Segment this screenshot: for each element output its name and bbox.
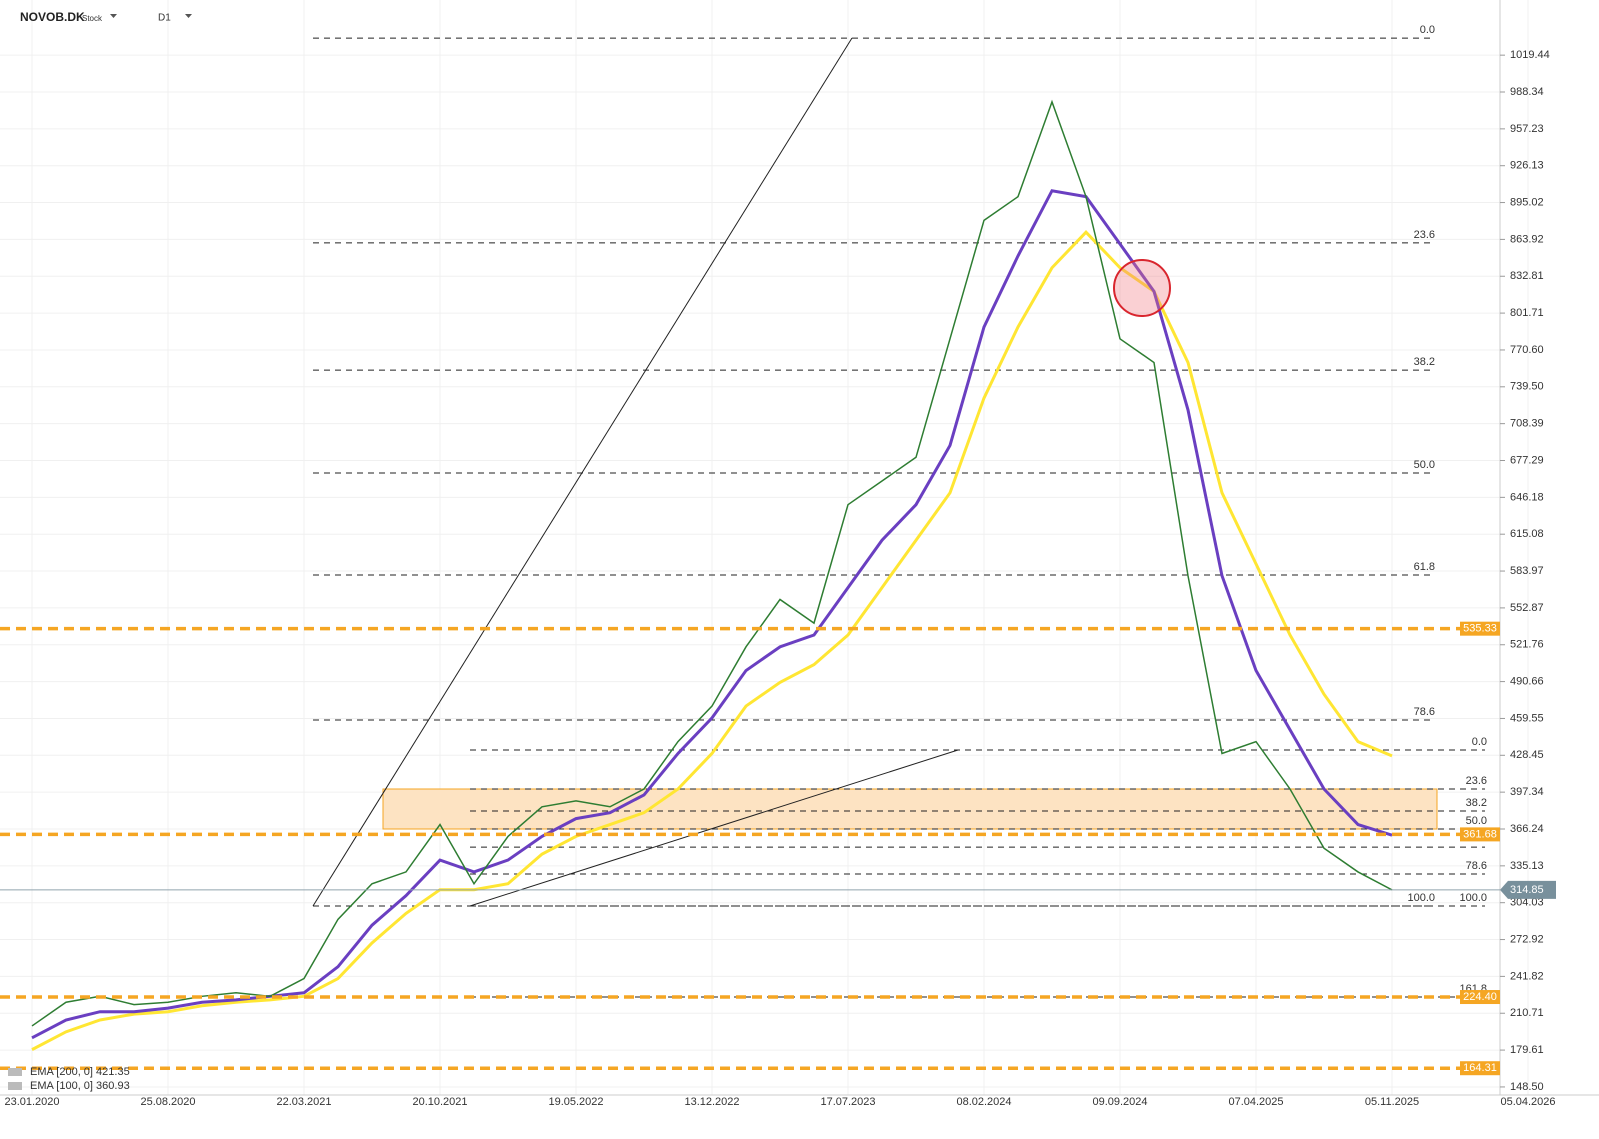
fib-label: 50.0	[1466, 815, 1487, 827]
timeframe[interactable]: D1	[158, 13, 171, 24]
legend-label: EMA [200, 0] 421.35	[30, 1066, 130, 1078]
y-tick-label: 521.76	[1510, 639, 1544, 651]
y-tick-label: 366.24	[1510, 823, 1544, 835]
zone	[382, 788, 1438, 830]
y-tick-label: 490.66	[1510, 676, 1544, 688]
dropdown[interactable]	[110, 14, 117, 18]
fib-label: 23.6	[1466, 775, 1487, 787]
y-tick-label: 304.03	[1510, 897, 1544, 909]
y-tick-label: 926.13	[1510, 160, 1544, 172]
fib-label: 61.8	[1414, 561, 1435, 573]
fib-label: 0.0	[1420, 24, 1435, 36]
level-tag	[1460, 1061, 1500, 1076]
fib-label: 23.6	[1414, 229, 1435, 241]
y-tick-label: 210.71	[1510, 1007, 1544, 1019]
y-tick-label: 428.45	[1510, 749, 1544, 761]
fib-label: 78.6	[1466, 860, 1487, 872]
last-price-label: 314.85	[1510, 884, 1544, 896]
y-tick-label: 770.60	[1510, 344, 1544, 356]
level-label: 361.68	[1463, 828, 1497, 840]
y-tick-label: 552.87	[1510, 602, 1544, 614]
legend-label: EMA [100, 0] 360.93	[30, 1080, 130, 1092]
x-tick-label: 19.05.2022	[548, 1096, 603, 1108]
kind: Stock	[82, 14, 103, 23]
fib-label: 100.0	[1407, 892, 1435, 904]
y-tick-label: 708.39	[1510, 418, 1544, 430]
y-tick-label: 272.92	[1510, 933, 1544, 945]
y-tick-label: 148.50	[1510, 1081, 1544, 1093]
x-tick-label: 25.08.2020	[140, 1096, 195, 1108]
trend-line	[312, 37, 853, 907]
y-tick-label: 179.61	[1510, 1044, 1544, 1056]
highlight	[1113, 259, 1171, 317]
x-tick-label: 22.03.2021	[276, 1096, 331, 1108]
fib-label: 0.0	[1472, 736, 1487, 748]
fib-label: 38.2	[1414, 356, 1435, 368]
y-tick-label: 646.18	[1510, 491, 1544, 503]
x-tick-label: 17.07.2023	[820, 1096, 875, 1108]
grid	[0, 0, 1529, 1095]
y-tick-label: 677.29	[1510, 454, 1544, 466]
fib-label: 38.2	[1466, 797, 1487, 809]
x-tick-label: 23.01.2020	[4, 1096, 59, 1108]
y-tick-label: 739.50	[1510, 381, 1544, 393]
y-tick-label: 957.23	[1510, 123, 1544, 135]
y-tick-label: 335.13	[1510, 860, 1544, 872]
level-tag	[1460, 990, 1500, 1005]
y-tick-label: 801.71	[1510, 307, 1544, 319]
y-tick-label: 615.08	[1510, 528, 1544, 540]
ema-line	[31, 230, 1393, 1051]
fib-label: 100.0	[1459, 892, 1487, 904]
y-tick-label: 863.92	[1510, 233, 1544, 245]
fib-label: 50.0	[1414, 459, 1435, 471]
level-label: 164.31	[1463, 1062, 1497, 1074]
x-tick-label: 20.10.2021	[412, 1096, 467, 1108]
price-line	[31, 99, 1393, 1027]
plot	[31, 37, 1485, 1051]
y-tick-label: 895.02	[1510, 196, 1544, 208]
last-price-tag	[1500, 880, 1556, 899]
level-tag	[1460, 621, 1500, 636]
legend-icon	[8, 1068, 22, 1076]
y-tick-label: 397.34	[1510, 786, 1544, 798]
fib-label: 78.6	[1414, 706, 1435, 718]
x-tick-label: 08.02.2024	[956, 1096, 1011, 1108]
x-tick-label: 09.09.2024	[1092, 1096, 1147, 1108]
y-tick-label: 241.82	[1510, 970, 1544, 982]
x-tick-label: 07.04.2025	[1228, 1096, 1283, 1108]
dropdown[interactable]	[185, 14, 192, 18]
y-tick-label: 583.97	[1510, 565, 1544, 577]
y-tick-label: 1019.44	[1510, 49, 1550, 61]
y-tick-label: 459.55	[1510, 712, 1544, 724]
x-tick-label: 05.11.2025	[1365, 1096, 1419, 1108]
y-tick-label: 988.34	[1510, 86, 1544, 98]
x-tick-label: 05.04.2026	[1500, 1096, 1555, 1108]
trend-line	[469, 749, 959, 907]
symbol: NOVOB.DK	[20, 10, 85, 24]
level-label: 535.33	[1463, 623, 1497, 635]
x-tick-label: 13.12.2022	[684, 1096, 739, 1108]
level-label: 224.40	[1463, 991, 1497, 1003]
legend-icon	[8, 1082, 22, 1090]
level-tag	[1460, 827, 1500, 842]
y-tick-label: 832.81	[1510, 270, 1544, 282]
